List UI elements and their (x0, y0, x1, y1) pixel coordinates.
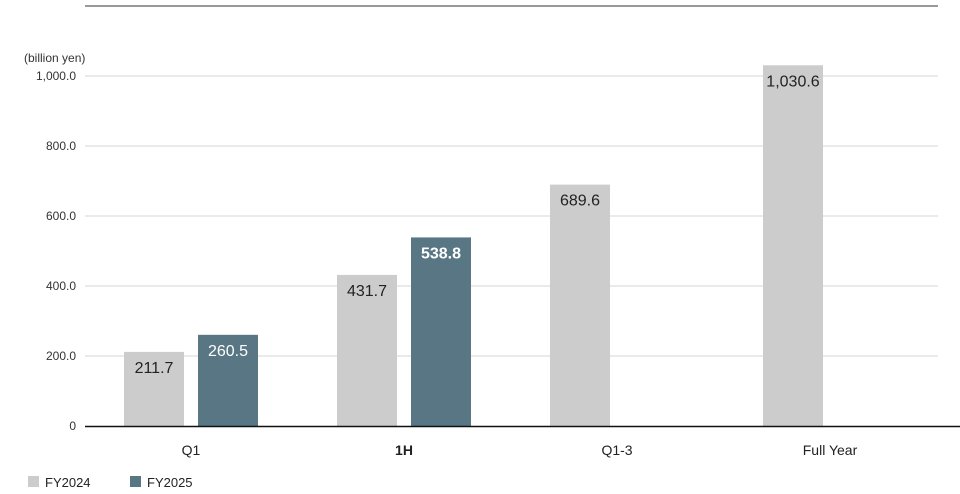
x-category-label: Q1-3 (601, 442, 632, 458)
x-category-label: 1H (395, 442, 413, 458)
legend-label: FY2025 (147, 475, 193, 490)
legend: FY2024 FY2025 (28, 475, 193, 490)
legend-label: FY2024 (45, 475, 91, 490)
bars (124, 65, 823, 426)
y-tick-label: 800.0 (46, 139, 76, 153)
legend-swatch (28, 476, 39, 487)
y-tick-label: 1,000.0 (36, 69, 76, 83)
x-category-label: Q1 (182, 442, 201, 458)
y-tick-label: 0 (69, 419, 76, 433)
y-axis-tick-labels: 0 200.0 400.0 600.0 800.0 1,000.0 (36, 69, 76, 433)
y-tick-label: 200.0 (46, 349, 76, 363)
bar (763, 65, 823, 426)
bar (411, 237, 471, 426)
bar-value-label: 1,030.6 (766, 73, 819, 90)
bar-value-label: 538.8 (421, 245, 461, 262)
bar-value-label: 431.7 (347, 283, 387, 300)
data-labels: 211.7 431.7 689.6 1,030.6 260.5 538.8 (135, 73, 820, 377)
bar (124, 351, 184, 426)
bar (550, 184, 610, 426)
bar (337, 274, 397, 426)
bar-value-label: 260.5 (208, 343, 248, 360)
legend-swatch (130, 476, 141, 487)
bar (198, 334, 258, 426)
bar-value-label: 211.7 (135, 360, 174, 377)
unit-label: (billion yen) (24, 51, 85, 65)
x-category-label: Full Year (803, 442, 858, 458)
y-tick-label: 600.0 (46, 209, 76, 223)
x-axis-category-labels: Q1 1H Q1-3 Full Year (182, 442, 858, 458)
bar-value-label: 689.6 (560, 193, 600, 210)
y-tick-label: 400.0 (46, 279, 76, 293)
